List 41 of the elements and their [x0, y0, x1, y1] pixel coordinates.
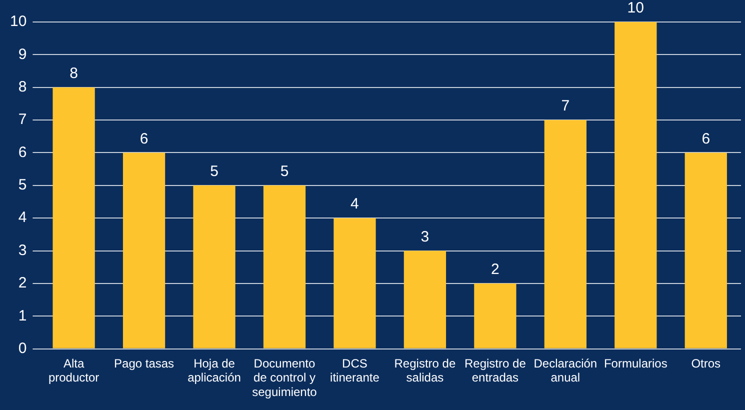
y-tick-label: 8	[18, 78, 27, 96]
y-tick-label: 4	[18, 209, 27, 226]
data-label: 5	[280, 163, 289, 180]
bar	[684, 152, 727, 348]
y-tick-label: 10	[10, 13, 27, 30]
bar	[122, 152, 166, 348]
bar	[544, 120, 586, 348]
bar	[263, 185, 306, 348]
y-tick-label: 2	[18, 274, 27, 292]
bar	[474, 283, 516, 348]
bar	[404, 250, 446, 348]
data-label: 4	[350, 196, 359, 213]
y-tick-label: 7	[18, 111, 27, 128]
y-tick-label: 3	[18, 242, 27, 259]
y-tick-label: 5	[18, 176, 27, 194]
data-label: 3	[420, 228, 430, 246]
data-label: 8	[70, 65, 78, 82]
x-tick-label: Alta productor	[48, 356, 100, 385]
x-tick-label: Registro de salidas	[394, 356, 456, 385]
x-tick-label: Otros	[691, 356, 721, 370]
bar	[193, 185, 236, 348]
bar	[334, 218, 376, 348]
y-tick-label: 9	[18, 46, 27, 63]
data-label: 7	[561, 98, 570, 115]
x-tick-label: DCS itinerante	[330, 356, 380, 385]
x-tick-label: Registro de entradas	[464, 356, 526, 385]
x-tick-label: Hoja de aplicación	[188, 356, 241, 385]
x-tick-label: Pago tasas	[114, 356, 174, 370]
data-label: 5	[210, 163, 218, 180]
y-tick-label: 6	[18, 144, 27, 161]
bar	[614, 22, 657, 348]
y-tick-label: 1	[18, 307, 27, 324]
bar	[52, 87, 95, 348]
data-label: 6	[140, 130, 148, 148]
x-tick-label: Formularios	[604, 356, 668, 370]
data-label: 10	[627, 0, 644, 17]
x-tick-label: Declaración anual	[534, 356, 598, 385]
data-label: 6	[702, 130, 710, 148]
data-label: 2	[491, 261, 500, 278]
x-tick-label: Documento de control y seguimiento	[252, 356, 318, 400]
y-tick-label: 0	[18, 340, 27, 357]
